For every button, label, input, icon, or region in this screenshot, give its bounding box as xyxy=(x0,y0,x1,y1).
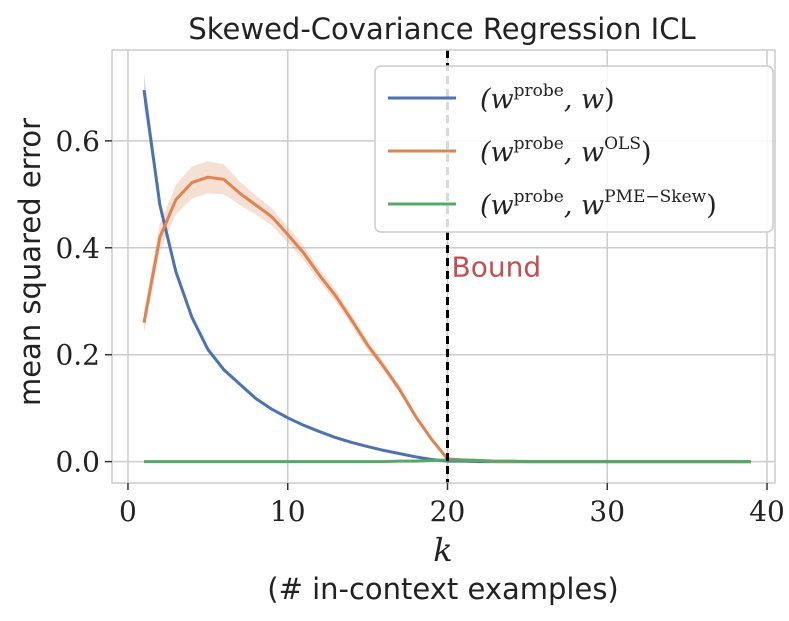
legend-label-part: , w xyxy=(564,84,604,115)
legend-label-part: ) xyxy=(604,84,615,115)
x-tick-label: 30 xyxy=(589,495,625,528)
confidence-bands xyxy=(144,74,751,463)
series-band-1 xyxy=(144,161,751,462)
y-axis-label: mean squared error xyxy=(13,118,47,406)
legend-label-part: probe xyxy=(514,187,564,207)
legend-label-part: probe xyxy=(514,81,564,101)
x-axis-label: k xyxy=(433,531,452,569)
legend-label-part: probe xyxy=(514,134,564,154)
x-tick-label: 20 xyxy=(430,495,466,528)
tick-marks xyxy=(105,140,768,490)
axes-frame xyxy=(111,49,776,484)
x-tick-label: 40 xyxy=(749,495,785,528)
legend-label-part: OLS xyxy=(604,134,641,154)
bound-annotation: Bound xyxy=(451,251,541,284)
legend-box xyxy=(374,65,774,233)
legend-label-part: (w xyxy=(480,84,514,115)
legend-label-part: ) xyxy=(706,190,717,221)
x-tick-label: 0 xyxy=(119,495,137,528)
legend-label-0: (wprobe, w) xyxy=(480,81,615,115)
y-tick-label: 0.2 xyxy=(55,339,100,372)
x-tick-labels: 0 10 20 30 40 xyxy=(119,495,785,528)
legend-label-part: (w xyxy=(480,190,514,221)
chart-title: Skewed-Covariance Regression ICL xyxy=(188,12,695,46)
y-tick-labels: 0.0 0.2 0.4 0.6 xyxy=(55,125,100,479)
legend-label-part: PME−Skew xyxy=(604,187,707,207)
legend-label-2: (wprobe, wPME−Skew) xyxy=(480,187,717,221)
legend: (wprobe, w)(wprobe, wOLS)(wprobe, wPME−S… xyxy=(374,65,774,233)
legend-label-part: ) xyxy=(641,137,652,168)
y-tick-label: 0.0 xyxy=(55,446,100,479)
legend-label-part: (w xyxy=(480,137,514,168)
y-tick-label: 0.4 xyxy=(55,232,100,265)
legend-label-part: , w xyxy=(564,190,604,221)
y-tick-label: 0.6 xyxy=(55,125,100,158)
legend-label-1: (wprobe, wOLS) xyxy=(480,134,652,168)
x-tick-label: 10 xyxy=(270,495,306,528)
x-axis-sublabel: (# in-context examples) xyxy=(267,572,619,606)
legend-label-part: , w xyxy=(564,137,604,168)
